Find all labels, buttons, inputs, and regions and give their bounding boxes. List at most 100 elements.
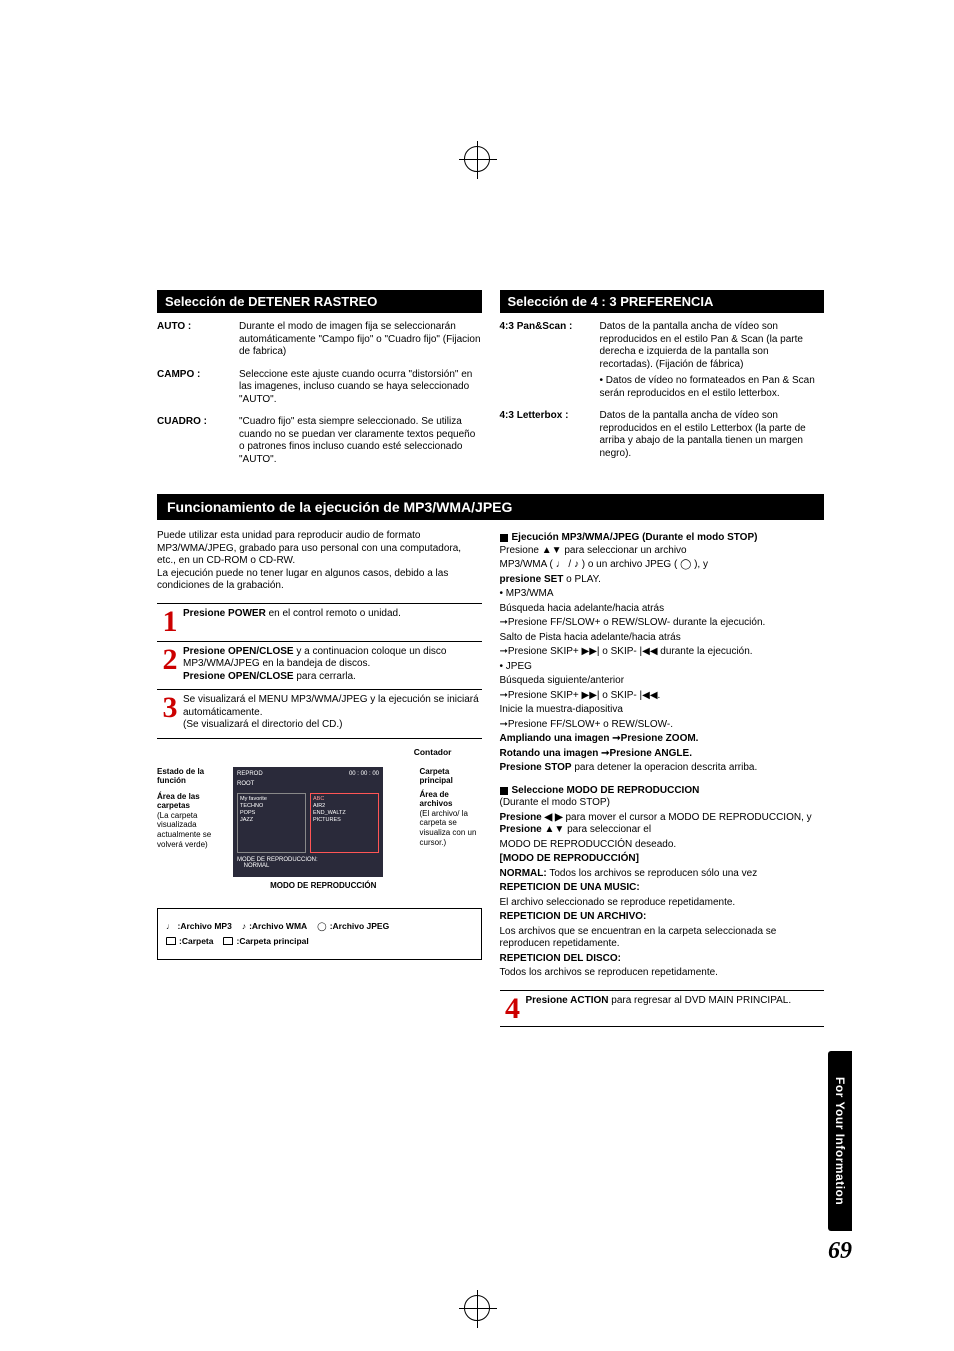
p-amp: Ampliando una imagen ➞Presione ZOOM.: [500, 733, 825, 746]
p-l2: ➞Presione FF/SLOW+ o REW/SLOW- durante l…: [500, 617, 825, 630]
contador-label: Contador: [157, 747, 482, 757]
lbl-area-archivos: Área de archivos (El archivo/ la carpeta…: [420, 790, 482, 848]
p-select: Presione ▲▼ para seleccionar un archivo: [500, 545, 825, 558]
subhead-ejecucion: Ejecución MP3/WMA/JPEG (Durante el modo …: [500, 532, 825, 545]
header-detener-rastreo: Selección de DETENER RASTREO: [157, 290, 482, 313]
step-1: 1 Presione POWER en el control remoto o …: [157, 603, 482, 635]
label-campo: CAMPO :: [157, 369, 239, 407]
step-body-4: Presione ACTION para regresar al DVD MAI…: [526, 995, 825, 1022]
p-l7: Inicie la muestra-diapositiva: [500, 704, 825, 717]
note-icon-2: ♪: [242, 919, 246, 934]
diag-mode: MODE DE REPRODUCCION: NORMAL: [237, 857, 379, 869]
mp3-left-col: Puede utilizar esta unidad para reproduc…: [157, 530, 482, 1027]
p-set: presione SET o PLAY.: [500, 574, 825, 587]
text-panscan: Datos de la pantalla ancha de vídeo son …: [600, 321, 803, 370]
p-rep2: REPETICION DE UN ARCHIVO:: [500, 911, 825, 924]
def-panscan: 4:3 Pan&Scan : Datos de la pantalla anch…: [500, 321, 825, 400]
def-cuadro: CUADRO : "Cuadro fijo" esta siempre sele…: [157, 416, 482, 466]
legend-carpeta: :Carpeta: [166, 934, 213, 949]
diagram: Estado de la función Área de las carpeta…: [157, 767, 482, 890]
p-rep2a: Los archivos que se encuentran en la car…: [500, 926, 825, 951]
p-normal: NORMAL: Todos los archivos se reproducen…: [500, 868, 825, 881]
legend-jpeg: ◯:Archivo JPEG: [317, 919, 389, 934]
p-s2b: Presione ◀ ▶ para mover el cursor a MODO…: [500, 812, 825, 837]
p-l1: Búsqueda hacia adelante/hacia atrás: [500, 603, 825, 616]
subhead-modo: Seleccione MODO DE REPRODUCCION: [500, 785, 825, 798]
label-letterbox: 4:3 Letterbox :: [500, 410, 600, 460]
p-s2a: (Durante el modo STOP): [500, 797, 825, 810]
p-l4: ➞Presione SKIP+ ▶▶| o SKIP- |◀◀ durante …: [500, 646, 825, 659]
legend-wma: ♪:Archivo WMA: [242, 919, 307, 934]
intro-text: Puede utilizar esta unidad para reproduc…: [157, 530, 482, 593]
body-auto: Durante el modo de imagen fija se selecc…: [239, 321, 482, 359]
lbl-estado: Estado de la función: [157, 767, 227, 786]
p-l3: Salto de Pista hacia adelante/hacia atrá…: [500, 632, 825, 645]
legend-principal: :Carpeta principal: [223, 934, 308, 949]
step-num-2: 2: [157, 646, 183, 684]
label-panscan: 4:3 Pan&Scan :: [500, 321, 600, 400]
top-columns: Selección de DETENER RASTREO AUTO : Dura…: [157, 290, 824, 476]
body-cuadro: "Cuadro fijo" esta siempre seleccionado.…: [239, 416, 482, 466]
diag-panes: My favorite TECHNO POPS JAZZ ABC AIR2 EN…: [237, 793, 379, 853]
p-mp3: • MP3/WMA: [500, 588, 825, 601]
step-body-3: Se visualizará el MENU MP3/WMA/JPEG y la…: [183, 694, 482, 732]
def-campo: CAMPO : Seleccione este ajuste cuando oc…: [157, 369, 482, 407]
folder-icon: [166, 937, 176, 945]
step-body-2: Presione OPEN/CLOSE y a continuacion col…: [183, 646, 482, 684]
page-number: 69: [828, 1238, 852, 1265]
header-mp3: Funcionamiento de la ejecución de MP3/WM…: [157, 494, 824, 520]
step-num-3: 3: [157, 694, 183, 732]
diag-left-labels: Estado de la función Área de las carpeta…: [157, 767, 227, 890]
col-right: Selección de 4 : 3 PREFERENCIA 4:3 Pan&S…: [500, 290, 825, 476]
side-tab: For Your Information: [828, 1051, 852, 1231]
folder-main-icon: [223, 937, 233, 945]
p-rep1: REPETICION DE UNA MUSIC:: [500, 882, 825, 895]
p-icons: MP3/WMA ( ♩ / ♪ ) o un archivo JPEG ( ◯ …: [500, 559, 825, 572]
p-l5: Búsqueda siguiente/anterior: [500, 675, 825, 688]
label-auto: AUTO :: [157, 321, 239, 359]
mp3-columns: Puede utilizar esta unidad para reproduc…: [157, 530, 824, 1027]
step-body-1: Presione POWER en el control remoto o un…: [183, 608, 482, 635]
p-rep3a: Todos los archivos se reproducen repetid…: [500, 967, 825, 980]
body-campo: Seleccione este ajuste cuando ocurra "di…: [239, 369, 482, 407]
body-letterbox: Datos de la pantalla ancha de vídeo son …: [600, 410, 825, 460]
legend-row-2: :Carpeta :Carpeta principal: [166, 934, 473, 949]
step-3: 3 Se visualizará el MENU MP3/WMA/JPEG y …: [157, 689, 482, 732]
col-left: Selección de DETENER RASTREO AUTO : Dura…: [157, 290, 482, 476]
note-icon: ♩: [166, 919, 175, 934]
step-2: 2 Presione OPEN/CLOSE y a continuacion c…: [157, 641, 482, 684]
diag-time: 00 : 00 : 00: [349, 771, 379, 777]
diag-right-labels: Carpeta principal Área de archivos (El a…: [420, 767, 482, 890]
p-rep1a: El archivo seleccionado se reproduce rep…: [500, 897, 825, 910]
step-4: 4 Presione ACTION para regresar al DVD M…: [500, 990, 825, 1027]
registration-mark-bottom: [464, 1295, 490, 1321]
bullet-panscan: • Datos de vídeo no formateados en Pan &…: [600, 375, 825, 400]
p-l8: ➞Presione FF/SLOW+ o REW/SLOW-.: [500, 719, 825, 732]
def-letterbox: 4:3 Letterbox : Datos de la pantalla anc…: [500, 410, 825, 460]
p-rot: Rotando una imagen ➞Presione ANGLE.: [500, 748, 825, 761]
lbl-area-carpetas: Área de las carpetas (La carpeta visuali…: [157, 792, 227, 850]
lbl-carpeta-principal: Carpeta principal: [420, 767, 482, 786]
legend: ♩:Archivo MP3 ♪:Archivo WMA ◯:Archivo JP…: [157, 908, 482, 961]
step-num-1: 1: [157, 608, 183, 635]
header-preferencia: Selección de 4 : 3 PREFERENCIA: [500, 290, 825, 313]
p-l6: ➞Presione SKIP+ ▶▶| o SKIP- |◀◀.: [500, 690, 825, 703]
square-icon: [500, 534, 508, 542]
mp3-right-col: Ejecución MP3/WMA/JPEG (Durante el modo …: [500, 530, 825, 1027]
label-cuadro: CUADRO :: [157, 416, 239, 466]
page-content: Selección de DETENER RASTREO AUTO : Dura…: [0, 0, 954, 1027]
diag-root: ROOT: [237, 781, 379, 787]
p-jpeg: • JPEG: [500, 661, 825, 674]
square-icon-2: [500, 787, 508, 795]
diag-box: REPROD 00 : 00 : 00 ROOT My favorite TEC…: [233, 767, 383, 877]
diag-reprod: REPROD: [237, 771, 263, 777]
p-modo: [MODO DE REPRODUCCIÓN]: [500, 853, 825, 866]
p-rep3: REPETICION DEL DISCO:: [500, 953, 825, 966]
step-divider: [157, 738, 482, 739]
p-s2d: MODO DE REPRODUCCIÓN deseado.: [500, 839, 825, 852]
camera-icon: ◯: [317, 919, 327, 934]
diag-pane-left: My favorite TECHNO POPS JAZZ: [237, 793, 306, 853]
step-num-4: 4: [500, 995, 526, 1022]
diag-center: REPROD 00 : 00 : 00 ROOT My favorite TEC…: [233, 767, 414, 890]
def-auto: AUTO : Durante el modo de imagen fija se…: [157, 321, 482, 359]
